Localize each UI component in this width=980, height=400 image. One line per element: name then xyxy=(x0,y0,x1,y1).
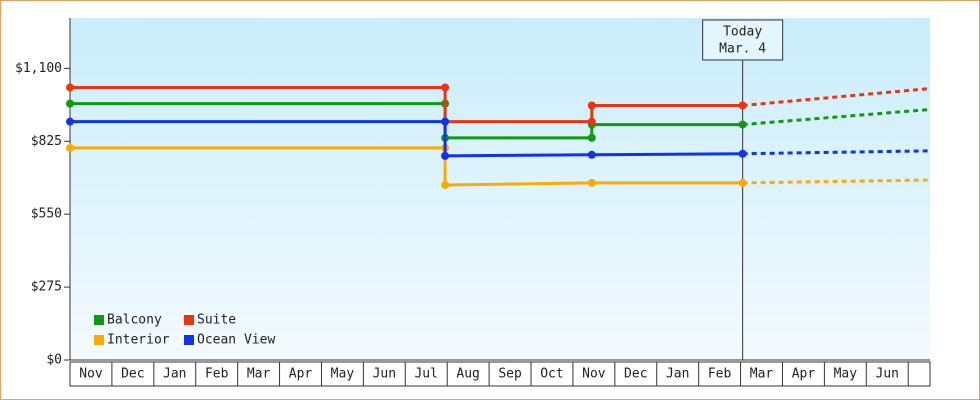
price-point xyxy=(587,178,596,187)
x-tick-label: Sep xyxy=(498,367,522,382)
price-line xyxy=(70,85,743,124)
price-point xyxy=(441,83,450,92)
x-tick-label: Dec xyxy=(121,367,144,382)
price-point xyxy=(738,101,747,110)
legend-swatch xyxy=(184,315,194,325)
legend-label: Balcony xyxy=(107,313,162,328)
x-tick-label: Apr xyxy=(289,367,313,382)
x-tick-label: May xyxy=(834,367,858,382)
x-tick-label: Jun xyxy=(373,367,396,382)
today-label: Today xyxy=(723,25,762,40)
y-tick-label: $1,100 xyxy=(15,61,62,76)
legend-label: Suite xyxy=(197,313,236,328)
x-tick-label: Oct xyxy=(540,367,563,382)
x-tick-label: Jun xyxy=(876,367,899,382)
price-line xyxy=(70,102,743,140)
legend-swatch xyxy=(94,335,104,345)
x-tick-label: Mar xyxy=(247,367,271,382)
price-point xyxy=(441,117,450,126)
price-point xyxy=(738,178,747,187)
legend-label: Interior xyxy=(107,333,170,348)
x-tick-label: May xyxy=(331,367,355,382)
x-tick-label: Nov xyxy=(582,367,606,382)
y-tick-label: $825 xyxy=(31,134,62,149)
forecast-line xyxy=(742,149,931,156)
y-tick-label: $550 xyxy=(31,207,62,222)
price-point xyxy=(66,143,74,152)
legend-swatch xyxy=(94,315,104,325)
x-tick-label: Feb xyxy=(205,367,229,382)
price-point xyxy=(738,149,747,158)
x-cells-frame xyxy=(69,361,931,387)
price-point xyxy=(587,150,596,159)
today-box xyxy=(702,19,784,61)
today-date: Mar. 4 xyxy=(719,42,766,57)
forecast-line xyxy=(742,87,931,107)
forecast-line xyxy=(742,178,931,185)
x-tick-label: Nov xyxy=(79,367,103,382)
price-point xyxy=(587,133,596,142)
x-tick-label: Aug xyxy=(456,367,479,382)
plot-area xyxy=(70,18,930,360)
x-tick-label: Jan xyxy=(666,367,689,382)
x-tick-label: Apr xyxy=(792,367,816,382)
price-point xyxy=(738,120,747,129)
x-tick-label: Jan xyxy=(163,367,186,382)
forecast-line xyxy=(742,107,931,127)
price-point xyxy=(66,117,74,126)
price-point xyxy=(66,83,74,92)
x-tick-label: Jul xyxy=(414,367,437,382)
y-tick-label: $0 xyxy=(46,353,62,368)
price-point xyxy=(587,117,596,126)
price-point xyxy=(66,99,74,108)
price-point xyxy=(441,151,450,160)
price-point xyxy=(587,101,596,110)
x-tick-label: Mar xyxy=(750,367,774,382)
y-tick-label: $275 xyxy=(31,280,62,295)
legend-label: Ocean View xyxy=(197,333,275,348)
legend-swatch xyxy=(184,335,194,345)
x-tick-label: Dec xyxy=(624,367,647,382)
price-point xyxy=(441,181,450,190)
x-tick-label: Feb xyxy=(708,367,732,382)
